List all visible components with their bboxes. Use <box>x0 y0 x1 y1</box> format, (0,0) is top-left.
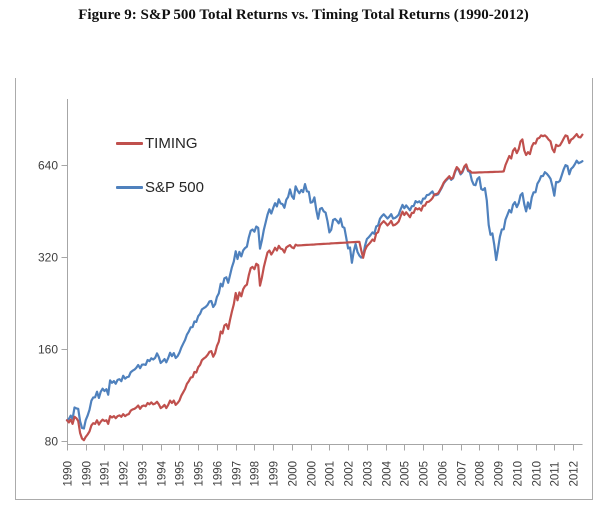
y-tick-label: 160 <box>38 343 58 357</box>
series-line-timing <box>65 133 584 442</box>
x-tick-label: 2011 <box>550 462 562 487</box>
x-tick-label: 2005 <box>400 461 412 487</box>
x-tick-label: 2010 <box>513 461 525 487</box>
x-tick-label: 2008 <box>475 461 487 487</box>
figure-title: Figure 9: S&P 500 Total Returns vs. Timi… <box>78 7 529 23</box>
x-tick-label: 1995 <box>194 461 206 487</box>
x-tick-label: 2002 <box>344 461 356 487</box>
x-tick-label: 2000 <box>288 461 300 487</box>
sp500-line-swatch-icon <box>116 185 143 189</box>
y-tick-label: 320 <box>38 251 58 265</box>
x-tick-label: 1990 <box>82 461 94 487</box>
x-tick-label: 1996 <box>213 461 225 487</box>
legend-item-sp500: S&P 500 <box>116 177 204 197</box>
timing-line-swatch-icon <box>116 141 143 145</box>
y-tick-label: 80 <box>45 435 59 449</box>
series-line-sp500 <box>65 159 584 430</box>
x-tick-label: 2003 <box>363 461 375 487</box>
legend-label-sp500: S&P 500 <box>145 178 204 196</box>
x-tick-label: 1994 <box>157 460 169 486</box>
x-tick-label: 1990 <box>63 461 75 487</box>
legend-label-timing: TIMING <box>145 134 198 152</box>
x-tick-label: 1995 <box>175 461 187 487</box>
x-tick-label: 1999 <box>269 461 281 487</box>
x-tick-label: 2006 <box>438 461 450 487</box>
x-tick-label: 2007 <box>457 461 469 487</box>
x-tick-label: 2004 <box>382 460 394 486</box>
x-tick-label: 2012 <box>569 461 581 487</box>
chart-border <box>15 78 593 500</box>
legend-item-timing: TIMING <box>116 133 198 153</box>
x-tick-label: 1991 <box>100 461 112 487</box>
x-tick-label: 2010 <box>532 461 544 487</box>
y-tick-label: 640 <box>38 159 58 173</box>
x-tick-label: 2005 <box>419 461 431 487</box>
x-tick-label: 2009 <box>494 461 506 487</box>
x-tick-label: 1993 <box>138 461 150 487</box>
x-tick-label: 1992 <box>119 461 131 487</box>
x-tick-label: 1997 <box>232 461 244 487</box>
x-tick-label: 1998 <box>250 461 262 487</box>
x-tick-label: 2001 <box>325 461 337 487</box>
x-tick-label: 2000 <box>307 461 319 487</box>
